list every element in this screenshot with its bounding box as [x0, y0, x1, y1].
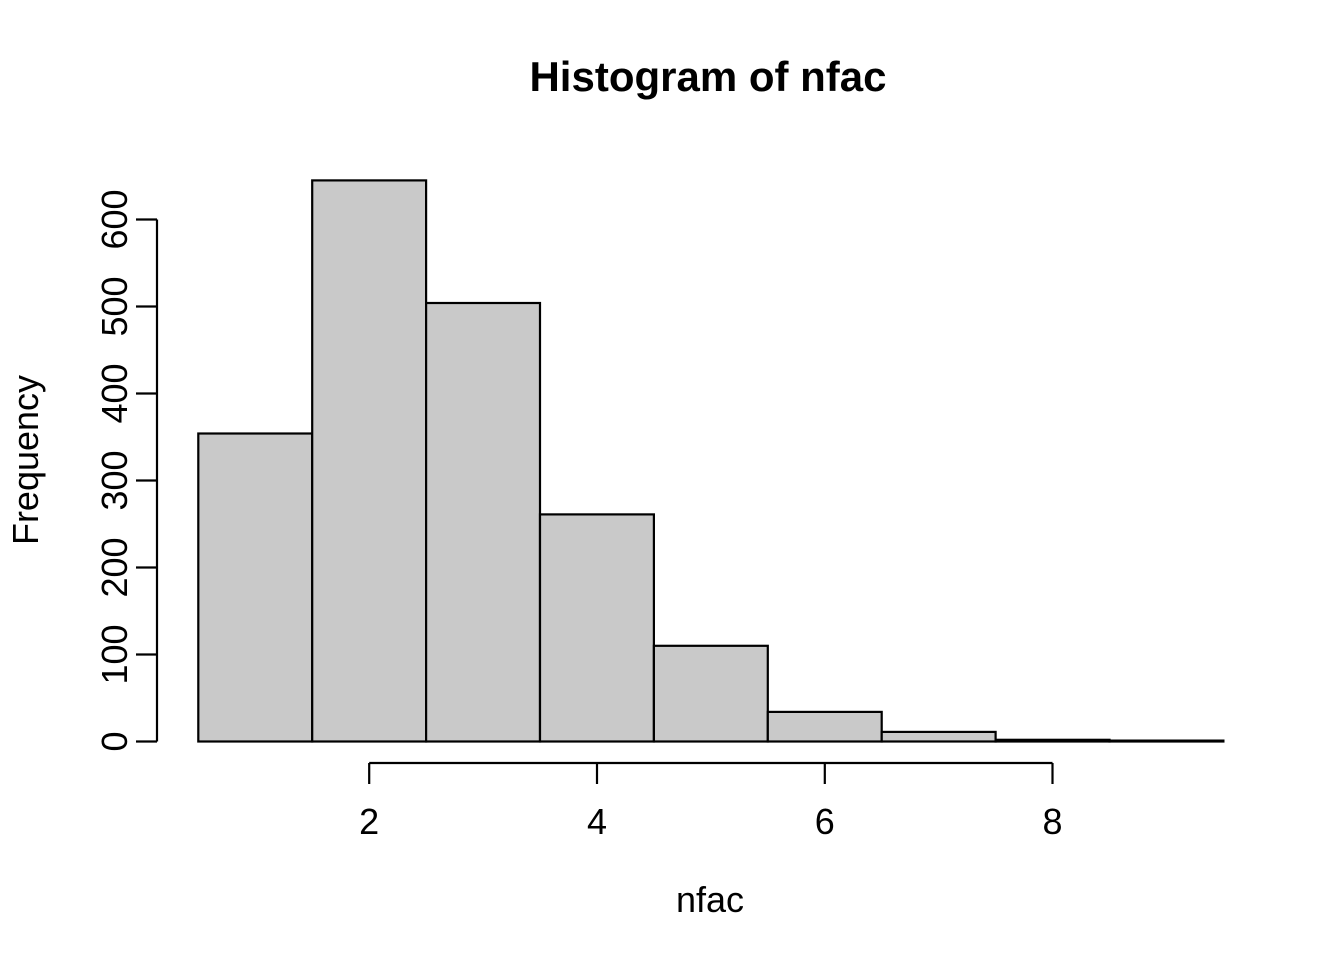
histogram-bar-1	[197, 432, 314, 743]
histogram-bar-5	[652, 644, 769, 743]
y-tick-label-300: 300	[94, 450, 135, 510]
y-tick-label-500: 500	[94, 276, 135, 336]
y-tick-label-600: 600	[94, 189, 135, 249]
tick-labels-group: 0 100 200 300 400 500 600 2 4 6 8	[94, 189, 1063, 842]
x-tick-label-4: 4	[587, 801, 607, 842]
y-tick-label-200: 200	[94, 537, 135, 597]
x-tick-label-6: 6	[815, 801, 835, 842]
x-tick-label-2: 2	[359, 801, 379, 842]
histogram-bar-9	[1108, 739, 1225, 743]
x-axis-label: nfac	[676, 879, 744, 920]
y-tick-label-400: 400	[94, 363, 135, 423]
y-axis-label: Frequency	[5, 375, 46, 545]
x-tick-label-8: 8	[1042, 801, 1062, 842]
histogram-bar-8	[994, 738, 1111, 743]
histogram-bar-2	[311, 179, 428, 743]
histogram-bar-4	[538, 513, 656, 743]
histogram-bar-7	[880, 730, 997, 743]
histogram-bar-6	[766, 710, 883, 743]
chart-title: Histogram of nfac	[529, 53, 886, 100]
histogram-bar-3	[425, 301, 542, 743]
axes-group	[136, 218, 1054, 784]
bars-group	[197, 179, 1225, 743]
y-tick-label-100: 100	[94, 624, 135, 684]
y-tick-label-0: 0	[94, 731, 135, 751]
